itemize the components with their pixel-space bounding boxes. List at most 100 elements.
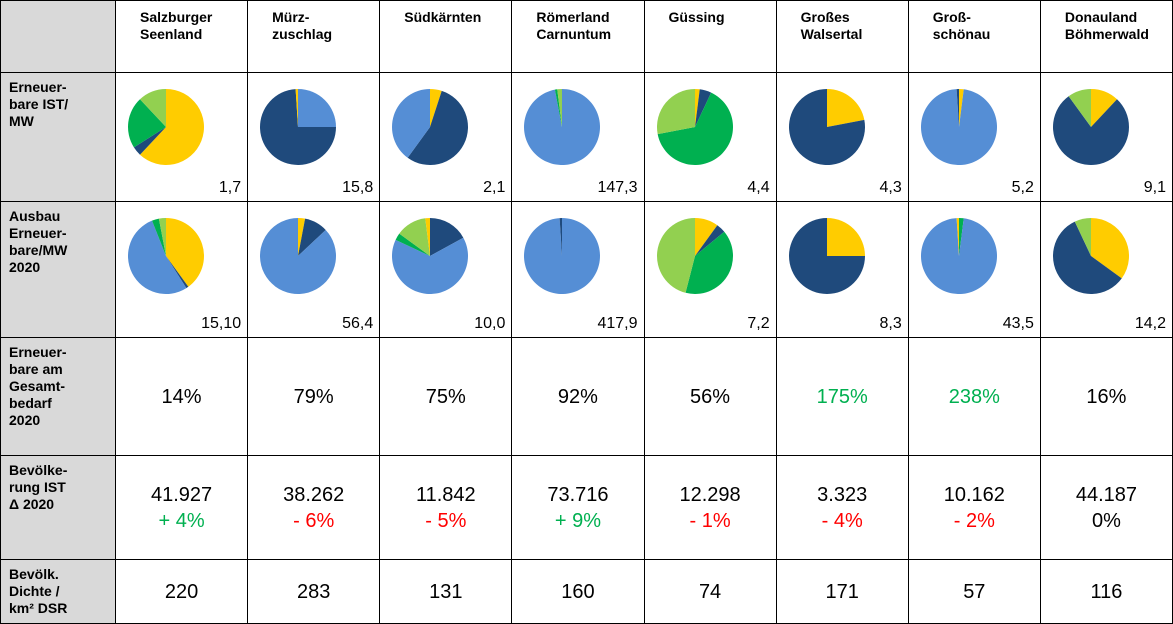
value-text: 3.323 (817, 483, 868, 506)
value-cell: 11.842 - 5% (380, 456, 512, 559)
pie-value-label: 7,2 (747, 315, 770, 332)
pie-slice (557, 89, 563, 127)
value-cell: 283 (248, 560, 380, 623)
pie-cell: 15,10 (116, 202, 248, 337)
pie-slice (399, 218, 431, 256)
pie-chart (127, 218, 204, 294)
pie-slice (555, 89, 563, 127)
value-text: 57 (963, 580, 986, 603)
pie-slice (128, 99, 166, 148)
value-cell: 116 (1040, 560, 1172, 623)
value-text: 11.842 (415, 483, 476, 506)
value-text: 116 (1090, 580, 1123, 603)
value-cell: 16% (1040, 338, 1172, 455)
pie-value-label: 417,9 (597, 315, 638, 332)
pie-value-label: 15,8 (342, 179, 374, 196)
pie-slice (139, 89, 166, 127)
value-text: 16% (1086, 385, 1127, 408)
row-label: Erneuer- bare am Gesamt- bedarf 2020 (1, 338, 115, 455)
value-text: 12.298 (679, 483, 741, 506)
pie-value-label: 14,2 (1134, 315, 1166, 332)
pie-chart (920, 89, 997, 165)
pie-chart (128, 89, 204, 165)
pie-chart (1052, 218, 1129, 294)
column-header: Güssing (644, 1, 776, 72)
pie-cell: 7,2 (644, 202, 776, 337)
value-cell: 220 (116, 560, 248, 623)
pie-slice (133, 127, 166, 155)
pie-chart (392, 218, 469, 294)
row-label: Bevölke- rung IST Δ 2020 (1, 456, 115, 559)
value-cell: 74 (644, 560, 776, 623)
pie-slice (127, 220, 187, 294)
column-header: Südkärnten (380, 1, 512, 72)
value-text: 175% (816, 385, 868, 408)
value-cell: 12.298 - 1% (644, 456, 776, 559)
pie-cell: 14,2 (1040, 202, 1172, 337)
pie-chart (920, 218, 997, 294)
pie-value-label: 8,3 (879, 315, 902, 332)
pie-slice (958, 89, 964, 127)
pie-value-label: 4,3 (879, 179, 902, 196)
change-text: - 1% (689, 509, 731, 532)
value-cell: 56% (644, 338, 776, 455)
value-cell: 73.716 + 9% (512, 456, 644, 559)
pie-slice (1074, 218, 1091, 256)
pie-slice (425, 218, 431, 256)
pie-value-label: 4,4 (747, 179, 770, 196)
column-header: Donauland Böhmerwald (1040, 1, 1172, 72)
pie-chart (788, 218, 865, 294)
value-text: 14% (161, 385, 202, 408)
value-cell: 175% (776, 338, 908, 455)
value-text: 74 (698, 580, 722, 603)
pie-chart (656, 89, 733, 165)
value-cell: 160 (512, 560, 644, 623)
pie-slice (920, 218, 997, 294)
value-cell: 92% (512, 338, 644, 455)
pie-value-label: 10,0 (474, 315, 506, 332)
pie-slice (694, 218, 717, 256)
pie-cell: 15,8 (248, 73, 380, 201)
pie-slice (694, 89, 711, 127)
value-text: 160 (561, 580, 595, 603)
value-text: 171 (825, 580, 859, 603)
value-cell: 44.187 0% (1040, 456, 1172, 559)
pie-cell: 2,1 (380, 73, 512, 201)
pie-chart (392, 89, 469, 165)
value-cell: 75% (380, 338, 512, 455)
pie-slice (1068, 89, 1091, 127)
value-cell: 171 (776, 560, 908, 623)
value-cell: 41.927 + 4% (116, 456, 248, 559)
pie-cell: 5,2 (908, 73, 1040, 201)
value-cell: 10.162 - 2% (908, 456, 1040, 559)
value-cell: 3.323 - 4% (776, 456, 908, 559)
value-text: 10.162 (943, 483, 1005, 506)
pie-slice (430, 218, 464, 256)
pie-cell: 1,7 (116, 73, 248, 201)
pie-slice (158, 218, 166, 256)
value-text: 131 (429, 580, 463, 603)
pie-slice (260, 218, 337, 294)
pie-cell: 147,3 (512, 73, 644, 201)
value-text: 220 (164, 580, 199, 603)
value-cell: 14% (116, 338, 248, 455)
value-text: 75% (425, 385, 466, 408)
value-text: 283 (297, 580, 331, 603)
change-text: - 2% (953, 509, 995, 532)
pie-slice (166, 218, 204, 287)
column-header: Salzburger Seenland (116, 1, 248, 72)
value-text: 92% (557, 385, 598, 408)
pie-cell: 43,5 (908, 202, 1040, 337)
value-cell: 38.262 - 6% (248, 456, 380, 559)
pie-slice (298, 218, 326, 256)
pie-slice (788, 89, 865, 165)
pie-slice (559, 218, 563, 256)
pie-slice (407, 90, 469, 165)
pie-slice (152, 218, 166, 256)
pie-cell: 4,4 (644, 73, 776, 201)
pie-slice (298, 89, 337, 127)
pie-value-label: 15,10 (201, 315, 242, 332)
pie-value-label: 5,2 (1011, 179, 1034, 196)
